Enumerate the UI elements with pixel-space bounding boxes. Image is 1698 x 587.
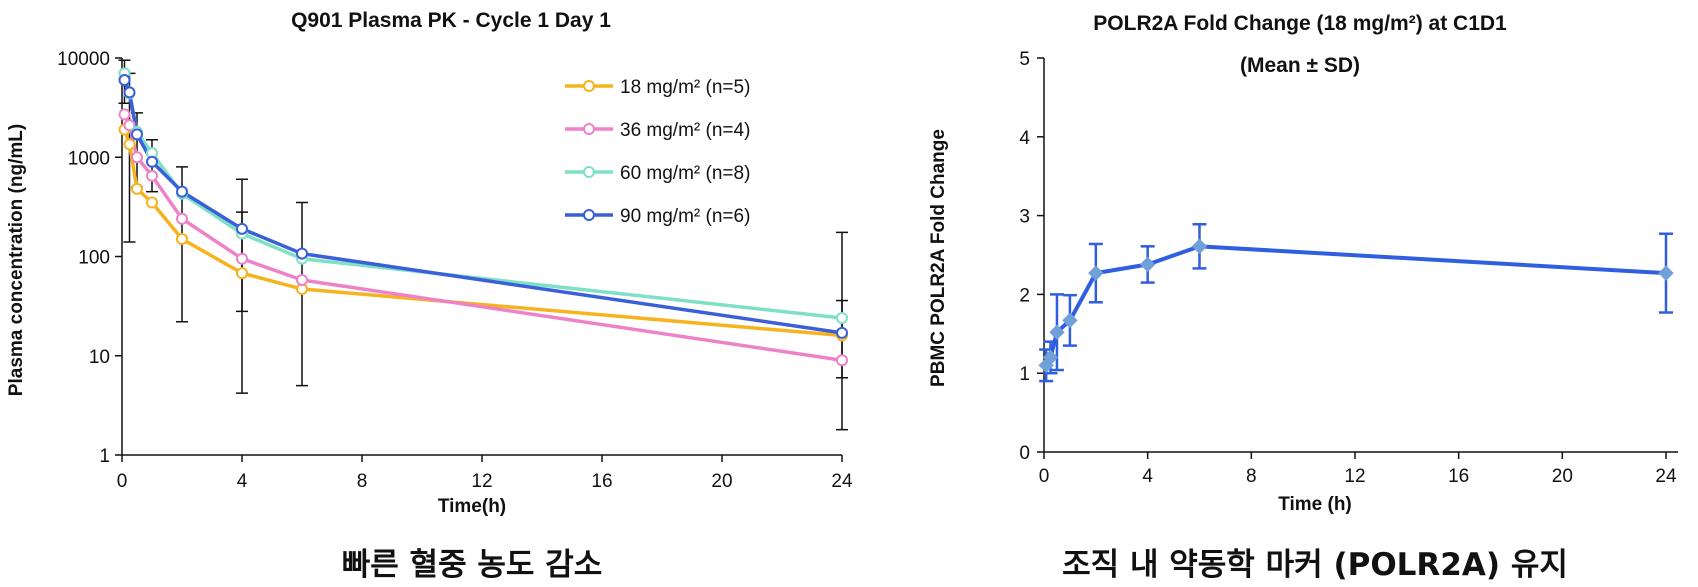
- pk-data-point-2: [118, 108, 131, 121]
- pk-data-point-1: [176, 233, 188, 246]
- polr2a-y-tick-label: 3: [1019, 207, 1030, 228]
- pk-x-tick-label: 20: [711, 471, 732, 492]
- polr2a-y-axis-label: PBMC POLR2A Fold Change: [928, 129, 949, 387]
- pk-data-point-2: [131, 151, 143, 164]
- polr2a-y-tick-label: 0: [1019, 443, 1030, 464]
- pk-caption: 빠른 혈중 농도 감소: [342, 547, 603, 583]
- pk-series-line-4: [122, 79, 843, 335]
- pk-legend-label-2: 36 mg/m² (n=4): [620, 120, 750, 141]
- pk-series-line-2: [122, 113, 843, 363]
- pk-data-point-4: [176, 185, 188, 198]
- polr2a-series-line: [1044, 244, 1667, 367]
- pk-x-tick-label: 0: [117, 471, 128, 492]
- pk-legend-label-3: 60 mg/m² (n=8): [620, 163, 750, 184]
- pk-data-point-2: [123, 119, 136, 132]
- pk-data-point-4: [118, 74, 131, 87]
- pk-data-point-3: [836, 312, 848, 325]
- pk-data-point-2: [236, 252, 248, 265]
- polr2a-data-point: [1062, 312, 1078, 329]
- pk-y-axis-label: Plasma concentration (ng/mL): [6, 124, 27, 396]
- polr2a-data-point: [1139, 256, 1156, 273]
- pk-data-point-1: [123, 138, 136, 151]
- polr2a-x-tick-label: 4: [1142, 466, 1153, 487]
- polr2a-x-tick-label: 24: [1655, 466, 1677, 487]
- polr2a-data-point: [1088, 265, 1104, 281]
- polr2a-y-tick-label: 5: [1019, 49, 1030, 70]
- pk-x-tick-label: 12: [471, 471, 492, 492]
- polr2a-chart-title: POLR2A Fold Change (18 mg/m²) at C1D1: [1093, 12, 1507, 35]
- pk-data-point-4: [123, 86, 136, 99]
- polr2a-x-axis-label: Time (h): [1278, 494, 1352, 515]
- pk-y-tick-label: 1000: [68, 148, 110, 169]
- pk-data-point-4: [296, 247, 308, 260]
- polr2a-data-point: [1191, 238, 1208, 255]
- pk-legend-marker-2: [583, 123, 595, 135]
- polr2a-data-point: [1049, 324, 1065, 340]
- pk-y-tick-label: 100: [78, 248, 110, 269]
- pk-y-tick-label: 10000: [57, 49, 110, 70]
- pk-x-tick-label: 4: [237, 471, 248, 492]
- pk-y-tick-label: 10: [89, 347, 110, 368]
- pk-legend-marker-3: [583, 166, 595, 178]
- polr2a-x-tick-label: 16: [1448, 466, 1469, 487]
- polr2a-x-tick-label: 12: [1344, 466, 1365, 487]
- polr2a-x-tick-label: 0: [1039, 466, 1050, 487]
- pk-data-point-1: [146, 196, 158, 209]
- polr2a-y-tick-label: 2: [1019, 285, 1030, 306]
- polr2a-y-tick-label: 4: [1019, 128, 1030, 149]
- pk-data-point-4: [131, 128, 143, 141]
- pk-data-point-4: [146, 155, 158, 168]
- pk-legend-marker-4: [583, 209, 595, 221]
- polr2a-x-tick-label: 20: [1552, 466, 1573, 487]
- pk-data-point-4: [836, 326, 848, 339]
- pk-legend-marker-1: [583, 80, 595, 92]
- pk-y-tick-label: 1: [99, 446, 110, 467]
- pk-data-point-2: [146, 169, 158, 182]
- polr2a-caption: 조직 내 약동학 마커 (POLR2A) 유지: [1062, 547, 1568, 583]
- pk-data-point-2: [176, 212, 188, 225]
- pk-data-point-2: [296, 273, 308, 286]
- pk-x-tick-label: 8: [357, 471, 368, 492]
- polr2a-x-tick-label: 8: [1246, 466, 1257, 487]
- pk-series-line-1: [122, 129, 843, 338]
- pk-data-point-4: [236, 222, 248, 235]
- pk-x-axis-label: Time(h): [438, 496, 506, 517]
- polr2a-data-point: [1658, 265, 1674, 281]
- pk-data-point-1: [131, 182, 143, 195]
- pk-chart-title: Q901 Plasma PK - Cycle 1 Day 1: [291, 9, 611, 32]
- pk-x-tick-label: 24: [831, 471, 853, 492]
- pk-x-tick-label: 16: [591, 471, 612, 492]
- pk-data-point-2: [836, 354, 848, 367]
- polr2a-chart-title-line2: (Mean ± SD): [1240, 54, 1360, 77]
- pk-legend-label-1: 18 mg/m² (n=5): [620, 77, 750, 98]
- pk-legend-label-4: 90 mg/m² (n=6): [620, 206, 750, 227]
- polr2a-data-point: [1042, 349, 1059, 366]
- pk-data-point-1: [236, 267, 248, 280]
- polr2a-y-tick-label: 1: [1019, 364, 1030, 385]
